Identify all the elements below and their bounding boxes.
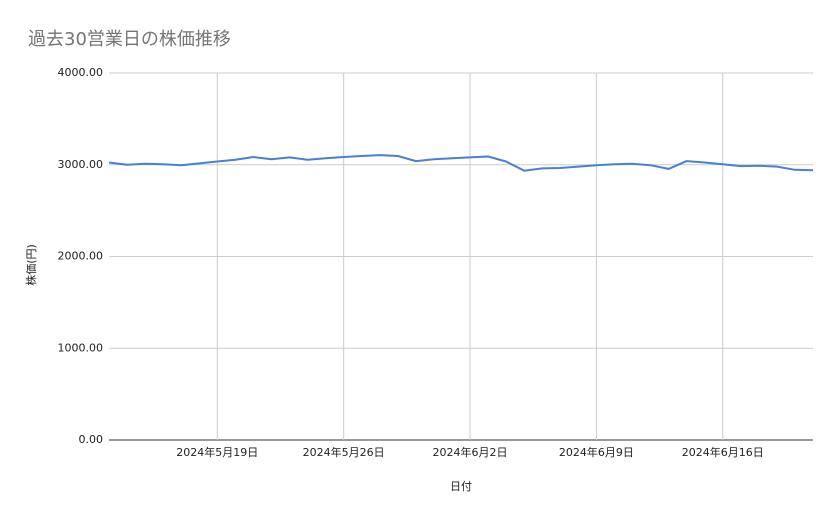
y-tick-label: 3000.00 [58, 158, 104, 171]
x-tick-label: 2024年5月26日 [303, 445, 385, 459]
x-tick-label: 2024年6月2日 [433, 445, 508, 459]
y-axis-label: 株価(円) [24, 244, 38, 286]
y-tick-label: 0.00 [79, 433, 104, 446]
x-tick-label: 2024年5月19日 [176, 445, 258, 459]
y-tick-label: 2000.00 [58, 250, 104, 263]
x-tick-label: 2024年6月9日 [559, 445, 634, 459]
x-tick-label: 2024年6月16日 [682, 445, 764, 459]
line [108, 154, 814, 172]
chart-title: 過去30営業日の株価推移 [28, 29, 231, 50]
y-tick-label: 4000.00 [58, 66, 104, 79]
x-axis-label: 日付 [450, 480, 472, 493]
y-tick-label: 1000.00 [58, 341, 104, 354]
